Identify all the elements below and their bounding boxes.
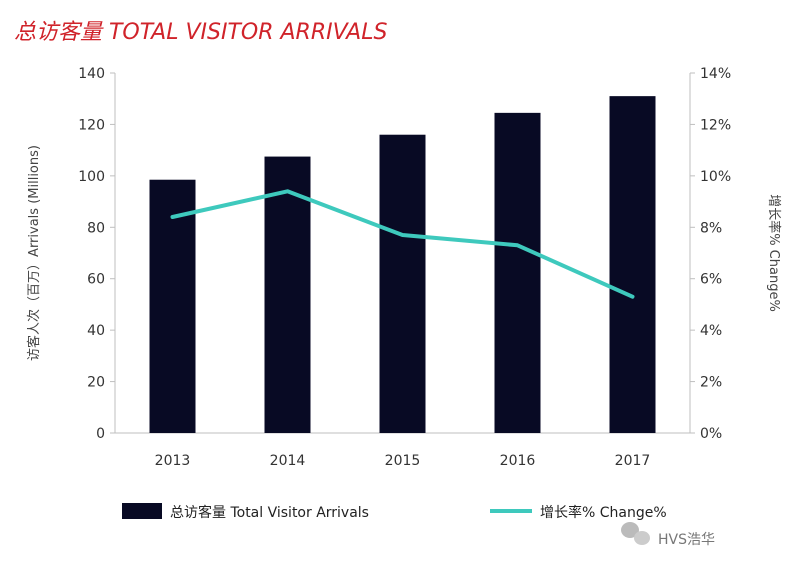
x-axis-ticks: 2013 2014 2015 2016 2017 [155,453,651,469]
change-point [401,233,404,237]
change-line-series [170,189,635,299]
left-axis-tick-label: 60 [87,272,105,288]
bar [379,134,426,433]
left-axis-ticks: 0 20 40 60 80 100 120 140 [78,66,115,442]
x-axis-tick-label: 2017 [615,453,651,469]
right-axis-tick-label: 10% [700,169,731,185]
change-point [171,215,174,219]
legend-line-label: 增长率% Change% [540,504,667,521]
bar [494,112,541,433]
change-point [631,295,634,299]
left-axis-title: 访客人次（百万）Arrivals (Millions) [26,145,42,361]
right-axis-tick-label: 4% [700,323,722,339]
bar [609,96,656,434]
right-axis-tick-label: 12% [700,117,731,133]
bar [149,179,196,433]
x-axis-tick-label: 2013 [155,453,191,469]
left-axis-tick-label: 100 [78,169,105,185]
right-axis-title: 增长率% Change% [766,194,782,312]
right-axis-tick-label: 2% [700,375,722,391]
bar-series [149,96,656,434]
left-axis-tick-label: 0 [96,426,105,442]
left-axis-tick-label: 120 [78,117,105,133]
chart-title: 总访客量 TOTAL VISITOR ARRIVALS [14,20,388,45]
right-axis-tick-label: 6% [700,272,722,288]
x-axis-tick-label: 2014 [270,453,306,469]
bar [264,156,311,434]
watermark-label: HVS浩华 [658,532,715,548]
legend-bar-swatch [122,503,162,519]
right-axis-tick-label: 8% [700,220,722,236]
watermark: HVS浩华 [621,522,715,548]
left-axis-tick-label: 20 [87,375,105,391]
right-axis-ticks: 0% 2% 4% 6% 8% 10% 12% 14% [690,66,731,442]
left-axis-tick-label: 80 [87,220,105,236]
right-axis-tick-label: 14% [700,66,731,82]
x-axis-tick-label: 2015 [385,453,421,469]
change-point [516,243,519,247]
left-axis-tick-label: 40 [87,323,105,339]
legend: 总访客量 Total Visitor Arrivals 增长率% Change% [122,503,667,521]
wechat-icon [621,522,650,545]
x-axis-tick-label: 2016 [500,453,536,469]
legend-bar-label: 总访客量 Total Visitor Arrivals [170,504,369,521]
change-point [286,189,289,193]
left-axis-tick-label: 140 [78,66,105,82]
right-axis-tick-label: 0% [700,426,722,442]
